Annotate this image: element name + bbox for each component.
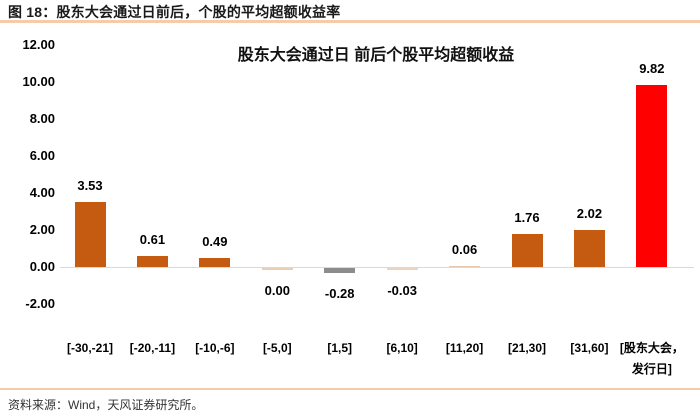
y-axis-tick-label: 0.00	[29, 259, 55, 274]
bar	[199, 257, 231, 267]
figure-caption: 图 18：股东大会通过日前后，个股的平均超额收益率	[8, 4, 341, 20]
zero-axis-line	[60, 267, 694, 268]
x-axis-category-label: [21,30]	[507, 341, 547, 355]
bar-value-label: 0.06	[451, 241, 478, 257]
x-axis-category-label: [-30,-21]	[66, 341, 113, 355]
chart-title: 股东大会通过日 前后个股平均超额收益	[237, 47, 515, 64]
bar	[573, 229, 605, 267]
bar-value-label: 1.76	[514, 210, 540, 226]
x-axis-category-label: [-5,0]	[262, 341, 292, 355]
source-note: 资料来源：Wind，天风证券研究所。	[8, 398, 204, 412]
divider-top	[0, 20, 700, 23]
y-axis-tick-label: 10.00	[22, 74, 55, 89]
y-axis-tick-label: -2.00	[25, 296, 55, 311]
bar	[74, 201, 106, 267]
bar-value-label: 0.00	[264, 282, 290, 298]
bar-value-label: 2.02	[576, 205, 603, 221]
x-axis-category-label: [股东大会， 发行日]	[619, 341, 684, 376]
bar	[261, 268, 293, 270]
bar	[636, 85, 668, 267]
y-axis-tick-label: 8.00	[29, 111, 55, 126]
y-axis-tick-label: 6.00	[29, 148, 55, 163]
x-axis-category-label: [-10,-6]	[195, 341, 235, 355]
y-axis-tick-label: 12.00	[22, 37, 55, 52]
x-axis-category-label: [6,10]	[386, 341, 418, 355]
x-axis-category-label: [-20,-11]	[129, 341, 176, 355]
bar	[136, 255, 168, 267]
bar	[449, 265, 481, 268]
bar	[324, 268, 356, 274]
bar	[511, 234, 543, 267]
bar	[386, 268, 418, 270]
bar-value-label: 3.53	[77, 177, 103, 193]
y-axis-tick-label: 2.00	[29, 222, 55, 237]
bar-value-label: -0.28	[324, 286, 355, 302]
bar-value-label: -0.03	[387, 282, 417, 298]
divider-bottom	[0, 388, 700, 390]
x-axis-category-label: [1,5]	[327, 341, 353, 355]
x-axis-category-label: [11,20]	[445, 341, 484, 355]
y-axis-tick-label: 4.00	[29, 185, 55, 200]
bar-value-label: 0.49	[202, 233, 228, 249]
bar-value-label: 9.82	[639, 61, 665, 77]
bar-value-label: 0.61	[139, 231, 166, 247]
x-axis-category-label: [31,60]	[570, 341, 609, 355]
